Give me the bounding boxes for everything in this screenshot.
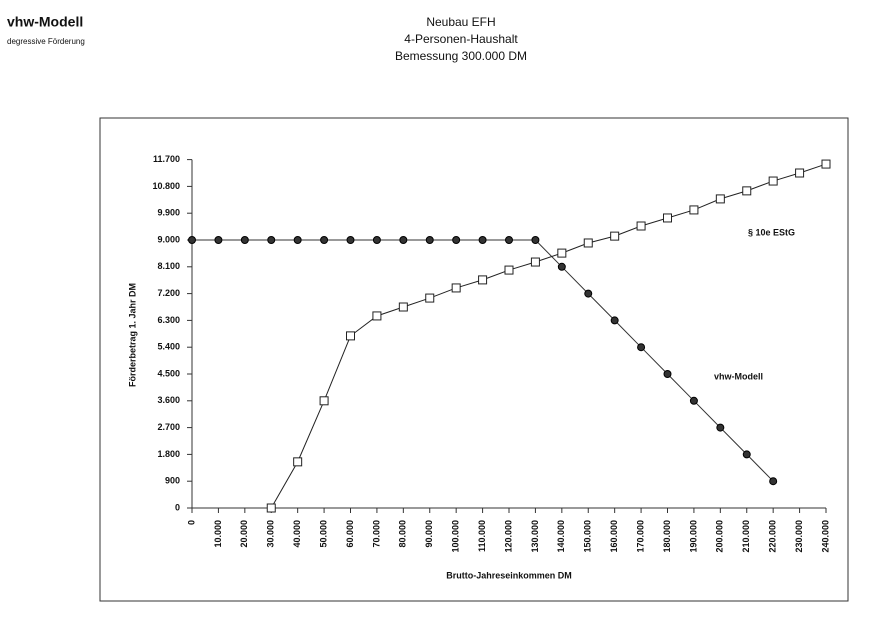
x-tick-label: 210.000	[741, 520, 751, 553]
x-tick-label: 10.000	[213, 520, 223, 548]
point	[716, 423, 725, 432]
x-tick-label: 50.000	[318, 520, 328, 548]
x-tick-label: 180.000	[662, 520, 672, 553]
point	[452, 236, 461, 244]
point	[319, 396, 329, 406]
y-axis-label: Förderbetrag 1. Jahr DM	[127, 283, 137, 387]
point	[742, 450, 751, 459]
point	[399, 236, 408, 244]
y-tick-label: 0	[175, 502, 180, 512]
point	[267, 236, 276, 244]
chart-frame	[99, 117, 849, 602]
x-tick-label: 60.000	[345, 520, 355, 548]
x-tick-label: 220.000	[768, 520, 778, 553]
y-tick-label: 9.000	[157, 234, 180, 244]
point	[266, 503, 276, 513]
y-tick-label: 5.400	[157, 342, 180, 352]
point	[293, 457, 303, 467]
x-tick-label: 30.000	[266, 520, 276, 548]
x-tick-label: 120.000	[503, 520, 513, 553]
point	[240, 236, 249, 244]
point	[557, 248, 567, 258]
y-tick-label: 4.500	[157, 368, 180, 378]
point	[715, 194, 725, 204]
x-tick-label: 230.000	[794, 520, 804, 553]
point	[372, 236, 381, 244]
point	[346, 331, 355, 341]
point	[531, 236, 540, 244]
point	[451, 283, 461, 293]
x-tick-label: 160.000	[609, 520, 619, 553]
x-axis-label: Brutto-Jahreseinkommen DM	[446, 570, 572, 580]
point	[557, 262, 566, 271]
point	[742, 186, 752, 196]
point	[637, 343, 646, 352]
point	[188, 236, 196, 244]
y-tick-label: 6.300	[157, 315, 180, 325]
point	[478, 236, 487, 244]
y-tick-label: 3.600	[157, 395, 180, 405]
point	[504, 265, 514, 275]
x-tick-label: 20.000	[239, 520, 249, 548]
chart-title: 4-Personen-Haushalt	[404, 32, 518, 46]
x-tick-label: 190.000	[688, 520, 698, 553]
point	[636, 221, 646, 231]
point	[478, 275, 488, 285]
y-tick-label: 2.700	[157, 422, 180, 432]
point	[583, 238, 593, 248]
point	[769, 477, 778, 486]
y-tick-label: 1.800	[157, 449, 180, 459]
x-tick-label: 240.000	[820, 520, 830, 553]
point	[584, 289, 593, 298]
point	[663, 213, 672, 223]
x-tick-label: 150.000	[583, 520, 593, 553]
point	[768, 176, 778, 186]
point	[821, 159, 831, 169]
x-tick-label: 130.000	[530, 520, 540, 553]
point	[214, 236, 223, 244]
x-tick-label: 200.000	[715, 520, 725, 553]
y-tick-label: 8.100	[157, 261, 180, 271]
chart-title: Neubau EFH	[426, 15, 495, 29]
point	[425, 293, 435, 303]
point	[505, 236, 513, 244]
y-tick-label: 7.200	[157, 288, 180, 298]
x-tick-label: 140.000	[556, 520, 566, 553]
chart-title: Bemessung 300.000 DM	[395, 49, 527, 63]
x-tick-label: 90.000	[424, 520, 434, 548]
x-tick-label: 0	[186, 520, 196, 525]
series-label: § 10e EStG	[748, 227, 795, 237]
point	[346, 236, 355, 244]
series-label: vhw-Modell	[714, 371, 763, 381]
point	[795, 168, 805, 178]
y-tick-label: 900	[165, 476, 180, 486]
y-tick-label: 9.900	[157, 208, 180, 218]
point	[320, 236, 329, 244]
point	[663, 370, 672, 378]
y-tick-label: 10.800	[152, 181, 180, 191]
series-line	[270, 163, 827, 509]
x-tick-label: 110.000	[477, 520, 487, 552]
point	[398, 302, 408, 312]
point	[689, 396, 698, 405]
x-tick-label: 40.000	[292, 520, 302, 548]
x-tick-label: 170.000	[635, 520, 645, 553]
x-tick-label: 100.000	[451, 520, 461, 553]
page-subtitle: degressive Förderung	[7, 37, 85, 46]
page-title: vhw-Modell	[7, 14, 83, 30]
x-tick-label: 80.000	[398, 520, 408, 548]
point	[530, 257, 540, 267]
y-tick-label: 11.700	[153, 154, 180, 164]
point	[293, 236, 302, 244]
point	[689, 205, 699, 215]
x-tick-label: 70.000	[371, 520, 381, 548]
point	[610, 231, 620, 241]
point	[610, 316, 619, 325]
point	[372, 311, 382, 321]
point	[425, 236, 434, 244]
